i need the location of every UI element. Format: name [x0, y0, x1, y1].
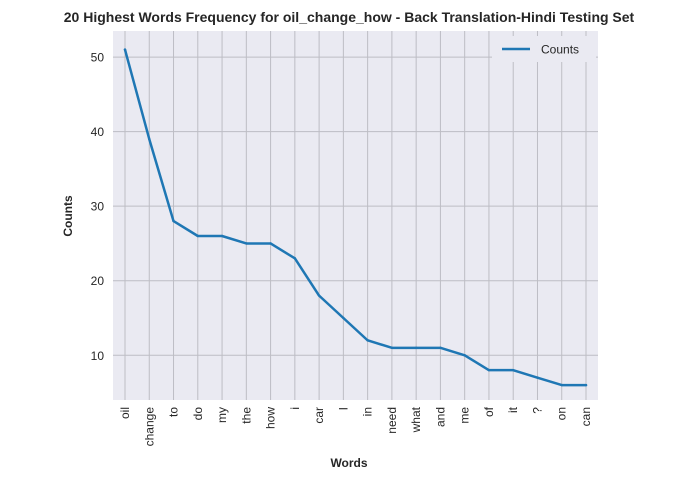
y-tick-label: 50 — [91, 51, 105, 65]
data-point — [196, 234, 199, 238]
y-tick-label: 10 — [91, 349, 105, 363]
data-point — [269, 242, 272, 245]
data-point — [148, 137, 151, 141]
x-tick-label: I — [336, 407, 350, 410]
y-tick-label: 40 — [91, 125, 105, 139]
x-tick-label: change — [142, 407, 156, 447]
x-tick-label: it — [506, 406, 520, 413]
series-layer — [123, 48, 588, 387]
y-tick-label: 20 — [91, 274, 105, 288]
series-line-counts — [123, 48, 588, 387]
data-point — [414, 346, 418, 350]
data-point — [245, 242, 248, 245]
x-tick-label: oil — [118, 407, 132, 419]
x-tick-label: and — [433, 407, 447, 427]
x-tick-label: to — [167, 407, 181, 417]
x-tick-label: can — [579, 407, 593, 426]
data-point — [560, 383, 563, 387]
x-tick-label: me — [458, 407, 472, 424]
x-tick-label: i — [288, 407, 302, 410]
x-tick-label: ? — [530, 407, 544, 414]
data-point — [463, 354, 466, 357]
x-tick-label: my — [215, 407, 229, 423]
y-tick-labels: 10 20 30 40 50 — [91, 51, 105, 363]
data-point — [317, 294, 321, 297]
x-tick-label: how — [264, 407, 278, 429]
y-tick-label: 30 — [91, 200, 105, 214]
data-point — [487, 368, 491, 372]
data-point — [293, 257, 297, 260]
data-point — [584, 383, 588, 387]
x-tick-label: need — [385, 407, 399, 434]
x-axis-label: Words — [330, 456, 367, 470]
legend: Counts — [492, 36, 596, 62]
x-tick-label: do — [191, 407, 205, 421]
data-point — [172, 219, 175, 223]
data-point — [512, 368, 515, 372]
chart-title: 20 Highest Words Frequency for oil_chang… — [64, 9, 635, 25]
data-point — [123, 48, 127, 51]
data-point — [390, 346, 394, 350]
legend-label: Counts — [541, 43, 579, 57]
x-tick-label: car — [312, 407, 326, 424]
data-point — [536, 376, 539, 379]
x-tick-label: of — [482, 406, 496, 417]
x-tick-label: what — [409, 406, 423, 433]
x-tick-label: the — [239, 407, 253, 424]
plot-area — [113, 31, 598, 400]
data-point — [342, 316, 345, 320]
data-point — [439, 346, 442, 350]
data-point — [220, 234, 224, 238]
x-tick-label: on — [555, 407, 569, 420]
grid-lines — [113, 31, 598, 400]
y-axis-label: Counts — [61, 195, 75, 237]
data-point — [366, 339, 369, 342]
x-tick-label: in — [361, 407, 375, 416]
